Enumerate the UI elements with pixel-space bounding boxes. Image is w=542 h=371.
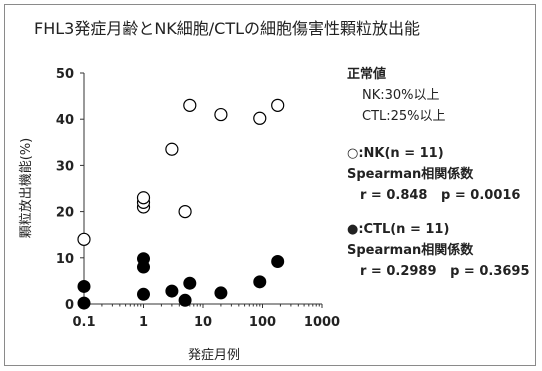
normal-range-title: 正常値 <box>347 66 386 82</box>
y-tick-label: 0 <box>65 298 74 313</box>
ctl-point <box>183 276 197 290</box>
nk-point <box>77 232 91 246</box>
chart-frame <box>4 4 536 366</box>
nk-point <box>183 98 197 112</box>
x-tick-label: 1 <box>139 315 148 330</box>
x-tick-label: 0.1 <box>72 315 95 330</box>
x-tick-label: 100 <box>249 315 276 330</box>
ctl-point <box>271 254 285 268</box>
ctl-correlation-stats: r = 0.2989 p = 0.3695 <box>360 264 530 279</box>
ctl-point <box>253 275 267 289</box>
nk-point <box>271 98 285 112</box>
ctl-correlation-title: Spearman相関係数 <box>347 242 474 258</box>
y-tick-label: 20 <box>56 206 74 221</box>
ctl-point <box>77 279 91 293</box>
ctl-point <box>214 286 228 300</box>
chart-title: FHL3発症月齢とNK細胞/CTLの細胞傷害性顆粒放出能 <box>34 19 420 38</box>
y-axis-label: 顆粒放出機能(%) <box>19 138 34 239</box>
normal-range-ctl: CTL:25%以上 <box>362 109 446 124</box>
data-marks <box>77 98 285 310</box>
axes: 0 10 20 30 40 50 0.1 1 10 100 1000 <box>56 67 340 330</box>
x-tick-label: 1000 <box>304 315 340 330</box>
ctl-point <box>165 284 179 298</box>
nk-point <box>214 107 228 122</box>
y-tick-label: 50 <box>56 67 74 82</box>
legend-ctl: ●:CTL(n = 11) <box>347 222 449 237</box>
legend-nk: ○:NK(n = 11) <box>347 146 444 161</box>
y-tick-label: 30 <box>56 159 74 174</box>
nk-point <box>253 111 267 125</box>
legend-annotations: 正常値 NK:30%以上 CTL:25%以上 ○:NK(n = 11) Spea… <box>347 66 530 279</box>
nk-point <box>136 191 151 205</box>
nk-point <box>165 142 179 156</box>
ctl-point <box>77 296 91 310</box>
nk-correlation-stats: r = 0.848 p = 0.0016 <box>360 188 520 203</box>
x-axis-label: 発症月例 <box>188 348 240 363</box>
ctl-point <box>178 293 192 307</box>
x-tick-label: 10 <box>194 315 212 330</box>
nk-point <box>178 205 192 219</box>
normal-range-nk: NK:30%以上 <box>362 88 440 103</box>
y-tick-label: 40 <box>56 113 74 128</box>
ctl-point <box>137 287 150 301</box>
nk-correlation-title: Spearman相関係数 <box>347 166 474 182</box>
ctl-point <box>137 252 150 266</box>
y-tick-label: 10 <box>56 252 74 267</box>
